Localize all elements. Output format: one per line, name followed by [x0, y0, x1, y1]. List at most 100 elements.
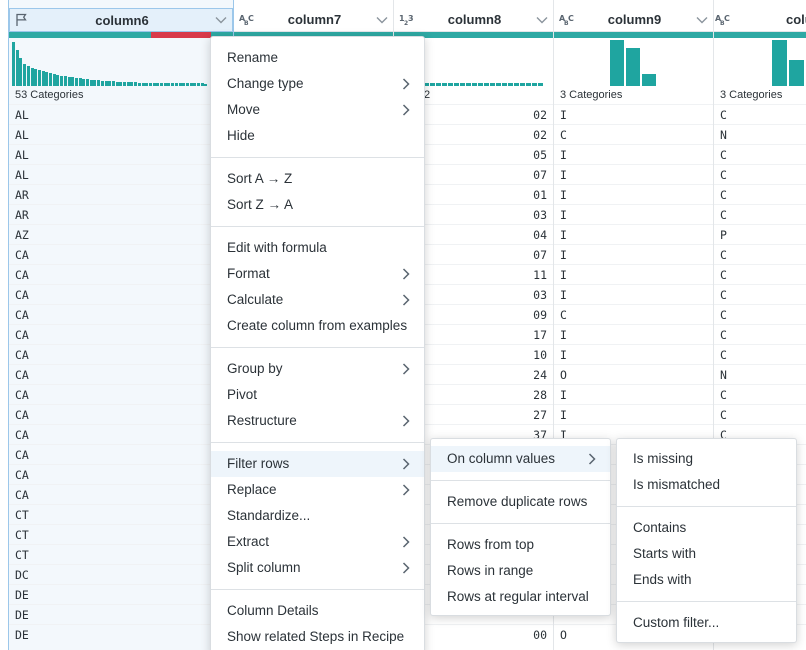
histogram-bar[interactable]	[189, 83, 193, 86]
table-cell[interactable]: C	[714, 284, 806, 304]
table-cell[interactable]: CA	[9, 264, 233, 284]
histogram-bar[interactable]	[178, 83, 182, 86]
histogram-bar[interactable]	[204, 84, 208, 86]
table-cell[interactable]: DE	[9, 584, 233, 604]
table-cell[interactable]: C	[714, 244, 806, 264]
table-cell[interactable]: C	[714, 404, 806, 424]
table-cell[interactable]: C	[714, 104, 806, 124]
histogram-bar[interactable]	[490, 83, 495, 86]
histogram-bar[interactable]	[478, 83, 483, 86]
histogram-bar[interactable]	[182, 83, 186, 86]
histogram-bar[interactable]	[74, 78, 78, 86]
histogram-bar[interactable]	[436, 83, 441, 86]
histogram-bar[interactable]	[626, 48, 640, 86]
histogram-bar[interactable]	[193, 83, 197, 86]
column-header-column6[interactable]: column6	[9, 8, 233, 32]
histogram-bar[interactable]	[41, 71, 45, 86]
histogram-bar[interactable]	[163, 83, 167, 86]
table-cell[interactable]: I	[554, 424, 713, 444]
menu-item-calculate[interactable]: Calculate	[211, 287, 424, 313]
table-cell[interactable]: CA	[9, 284, 233, 304]
table-cell[interactable]: 01	[394, 184, 553, 204]
table-cell[interactable]: 27	[394, 404, 553, 424]
histogram-bar[interactable]	[472, 83, 477, 86]
menu-item-starts-with[interactable]: Starts with	[617, 541, 796, 567]
table-cell[interactable]: CA	[9, 444, 233, 464]
histogram-bar[interactable]	[115, 82, 119, 86]
table-cell[interactable]: DC	[9, 564, 233, 584]
menu-item-ends-with[interactable]: Ends with	[617, 567, 796, 593]
histogram-bar[interactable]	[502, 83, 507, 86]
table-cell[interactable]: 02	[394, 104, 553, 124]
histogram-bar[interactable]	[610, 40, 624, 86]
table-cell[interactable]: AL	[9, 164, 233, 184]
table-cell[interactable]: C	[714, 384, 806, 404]
histogram-bar[interactable]	[152, 83, 156, 86]
table-cell[interactable]: I	[554, 384, 713, 404]
histogram-bar[interactable]	[171, 83, 175, 86]
histogram-bar[interactable]	[52, 74, 56, 86]
table-cell[interactable]: CA	[9, 304, 233, 324]
histogram-bar[interactable]	[26, 66, 30, 86]
histogram-bar[interactable]	[119, 82, 123, 86]
histogram-bar[interactable]	[111, 81, 115, 86]
table-cell[interactable]: I	[554, 164, 713, 184]
histogram-bar[interactable]	[126, 82, 130, 86]
menu-item-is-missing[interactable]: Is missing	[617, 446, 796, 472]
table-cell[interactable]: 11	[394, 264, 553, 284]
table-cell[interactable]: CA	[9, 424, 233, 444]
histogram-bar[interactable]	[148, 83, 152, 86]
histogram-bar[interactable]	[484, 83, 489, 86]
chevron-down-icon[interactable]	[531, 16, 553, 24]
table-cell[interactable]: 10	[394, 344, 553, 364]
histogram-bar[interactable]	[156, 83, 160, 86]
table-cell[interactable]: C	[554, 124, 713, 144]
histogram-bar[interactable]	[508, 83, 513, 86]
histogram-bar[interactable]	[442, 83, 447, 86]
table-cell[interactable]: C	[554, 304, 713, 324]
menu-item-restructure[interactable]: Restructure	[211, 408, 424, 434]
table-cell[interactable]: 03	[394, 284, 553, 304]
menu-item-create-column-from-examples[interactable]: Create column from examples	[211, 313, 424, 339]
menu-item-sort-a-z[interactable]: Sort A → Z	[211, 166, 424, 192]
menu-item-sort-z-a[interactable]: Sort Z → A	[211, 192, 424, 218]
table-cell[interactable]: CA	[9, 344, 233, 364]
histogram-bar[interactable]	[526, 83, 531, 86]
table-cell[interactable]: AL	[9, 104, 233, 124]
table-cell[interactable]: C	[714, 164, 806, 184]
menu-item-is-mismatched[interactable]: Is mismatched	[617, 472, 796, 498]
table-cell[interactable]: DE	[9, 604, 233, 624]
menu-item-split-column[interactable]: Split column	[211, 555, 424, 581]
histogram-bar[interactable]	[448, 83, 453, 86]
histogram-bar[interactable]	[30, 68, 34, 86]
histogram-bar[interactable]	[130, 82, 134, 86]
table-cell[interactable]: 09	[394, 304, 553, 324]
table-cell[interactable]: I	[554, 244, 713, 264]
table-cell[interactable]: I	[554, 324, 713, 344]
histogram-bar[interactable]	[430, 83, 435, 86]
menu-item-change-type[interactable]: Change type	[211, 71, 424, 97]
histogram-bar[interactable]	[19, 58, 23, 86]
histogram-bar[interactable]	[104, 81, 108, 86]
table-cell[interactable]: I	[554, 404, 713, 424]
table-cell[interactable]: CT	[9, 524, 233, 544]
histogram-bar[interactable]	[37, 70, 41, 86]
menu-item-column-details[interactable]: Column Details	[211, 598, 424, 624]
table-cell[interactable]: I	[554, 224, 713, 244]
menu-item-filter-rows[interactable]: Filter rows	[211, 451, 424, 477]
histogram-bar[interactable]	[145, 83, 149, 86]
menu-item-show-related-steps-in-recipe[interactable]: Show related Steps in Recipe	[211, 624, 424, 650]
table-cell[interactable]: C	[714, 324, 806, 344]
histogram-bar[interactable]	[56, 75, 60, 86]
histogram-bar[interactable]	[514, 83, 519, 86]
histogram-bar[interactable]	[454, 83, 459, 86]
histogram-bar[interactable]	[185, 83, 189, 86]
table-cell[interactable]: I	[554, 264, 713, 284]
table-cell[interactable]: 17	[394, 324, 553, 344]
table-cell[interactable]: I	[554, 204, 713, 224]
histogram-bar[interactable]	[23, 64, 27, 86]
table-cell[interactable]: AR	[9, 184, 233, 204]
table-cell[interactable]: 02	[394, 124, 553, 144]
